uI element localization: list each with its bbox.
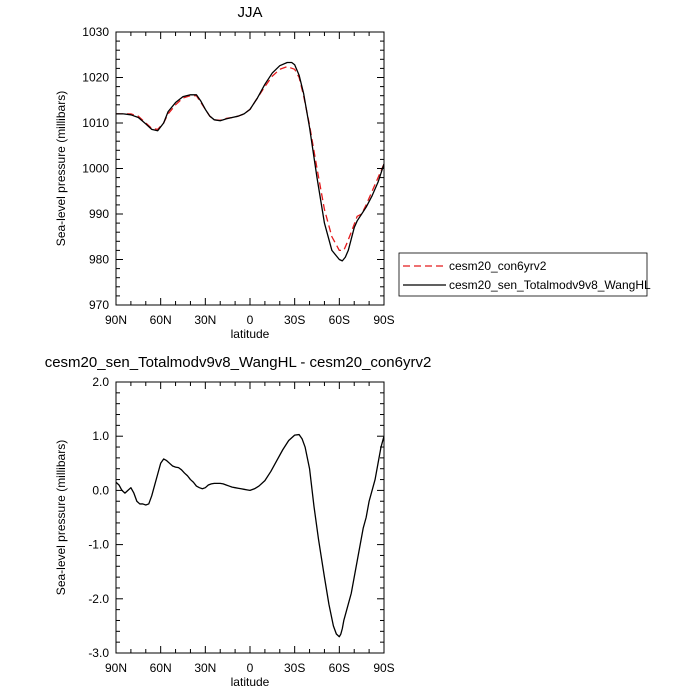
y-tick-label: -3.0 <box>88 646 109 660</box>
x-tick-label: 60S <box>329 661 350 675</box>
x-tick-label: 30S <box>284 313 305 327</box>
x-tick-label: 0 <box>247 313 254 327</box>
y-tick-label: -2.0 <box>88 592 109 606</box>
y-tick-label: 990 <box>89 207 109 221</box>
x-tick-label: 90N <box>105 313 127 327</box>
y-tick-label: 980 <box>89 253 109 267</box>
y-tick-label: -1.0 <box>88 538 109 552</box>
bottom-chart-title: cesm20_sen_Totalmodv9v8_WangHL - cesm20_… <box>45 354 432 371</box>
x-tick-label: 60S <box>329 313 350 327</box>
y-tick-label: 0.0 <box>92 483 109 497</box>
bottom-x-axis-label: latitude <box>231 675 270 689</box>
y-tick-label: 1.0 <box>92 429 109 443</box>
x-tick-label: 60N <box>150 313 172 327</box>
series-line-1 <box>116 433 384 638</box>
x-tick-label: 90N <box>105 661 127 675</box>
bottom-panel: cesm20_sen_Totalmodv9v8_WangHL - cesm20_… <box>45 354 432 689</box>
legend-box <box>398 252 648 297</box>
y-tick-label: 1010 <box>82 116 109 130</box>
plot-frame <box>115 381 385 654</box>
legend-entry-series-1: cesm20_con6yrv2 <box>449 259 547 273</box>
y-tick-label: 1020 <box>82 71 109 85</box>
x-tick-label: 60N <box>150 661 172 675</box>
x-tick-label: 30N <box>194 661 216 675</box>
y-tick-label: 1030 <box>82 25 109 39</box>
x-tick-label: 90S <box>373 313 394 327</box>
series-line-1 <box>116 65 384 252</box>
top-y-axis-label: Sea-level pressure (millibars) <box>54 91 68 246</box>
x-tick-label: 30S <box>284 661 305 675</box>
top-x-axis-label: latitude <box>231 327 270 341</box>
y-tick-label: 970 <box>89 298 109 312</box>
x-tick-label: 90S <box>373 661 394 675</box>
plot-frame <box>115 31 385 306</box>
legend-entry-series-2: cesm20_sen_Totalmodv9v8_WangHL <box>449 278 651 292</box>
x-tick-label: 30N <box>194 313 216 327</box>
top-chart-title: JJA <box>237 4 262 21</box>
legend: cesm20_con6yrv2 cesm20_sen_Totalmodv9v8_… <box>398 252 651 297</box>
x-tick-label: 0 <box>247 661 254 675</box>
y-tick-label: 2.0 <box>92 375 109 389</box>
y-tick-label: 1000 <box>82 162 109 176</box>
top-panel: JJA Sea-level pressure (millibars) latit… <box>54 4 395 341</box>
series-line-2 <box>116 61 384 262</box>
bottom-y-axis-label: Sea-level pressure (millibars) <box>54 440 68 595</box>
